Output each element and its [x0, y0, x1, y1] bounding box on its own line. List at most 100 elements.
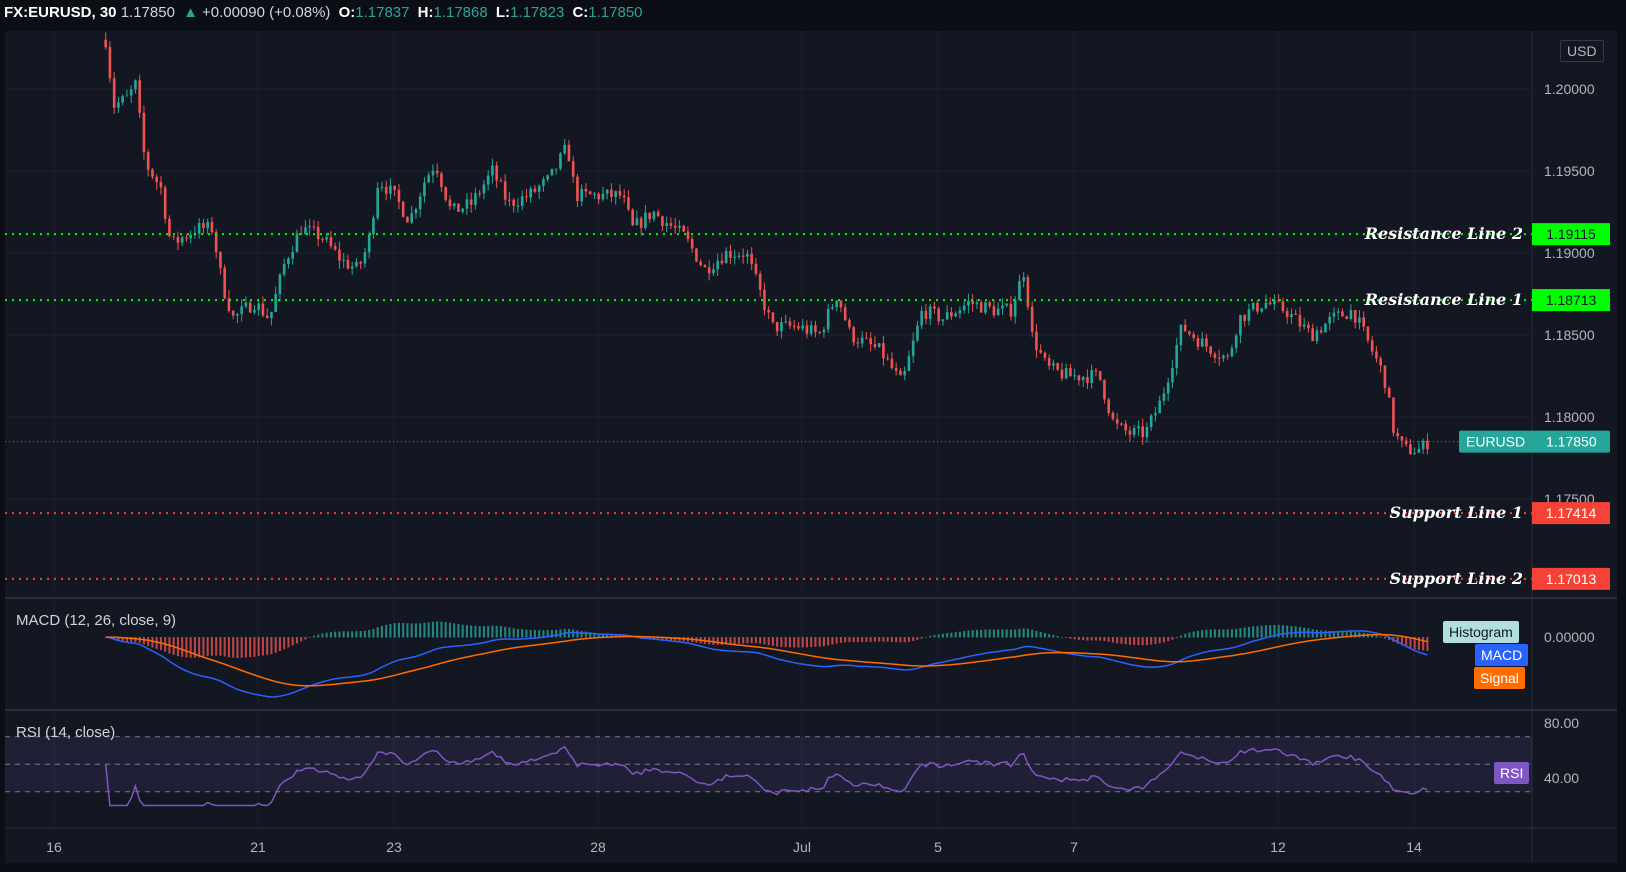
candle	[248, 302, 252, 313]
histogram-bar	[1179, 635, 1182, 638]
candle	[958, 310, 962, 314]
candle	[1319, 330, 1323, 333]
candle	[741, 255, 745, 257]
histogram-bar	[797, 637, 800, 648]
histogram-bar	[899, 637, 902, 643]
level-label: Resistance Line 2	[1364, 224, 1523, 243]
histogram-bar	[181, 637, 184, 657]
currency-button[interactable]: USD	[1560, 40, 1604, 62]
histogram-bar	[1417, 637, 1420, 650]
histogram-bar	[151, 637, 154, 648]
histogram-bar	[992, 629, 995, 638]
candle	[890, 358, 894, 369]
candle	[287, 258, 290, 264]
candle	[941, 319, 945, 322]
histogram-bar	[1133, 637, 1136, 645]
histogram-bar	[712, 637, 715, 645]
histogram-bar	[852, 637, 855, 643]
macd-axis-label: 0.00000	[1544, 629, 1595, 645]
histogram-bar	[975, 629, 978, 638]
candle	[831, 307, 834, 309]
histogram-bar	[750, 637, 753, 644]
histogram-bar	[924, 637, 927, 638]
candle	[1132, 428, 1136, 435]
histogram-bar	[1158, 637, 1161, 644]
histogram-bar	[1039, 631, 1042, 638]
candle	[346, 259, 350, 269]
candle	[860, 337, 864, 344]
candle	[699, 261, 702, 265]
histogram-bar	[538, 630, 541, 638]
histogram-bar	[1209, 629, 1212, 638]
histogram-bar	[529, 629, 532, 638]
candle	[482, 184, 486, 194]
candle	[440, 173, 443, 188]
rsi-title[interactable]: RSI (14, close)	[16, 724, 116, 741]
histogram-bar	[1371, 634, 1374, 638]
histogram-bar	[198, 637, 201, 658]
candle	[427, 175, 430, 183]
histogram-bar	[359, 631, 362, 638]
histogram-bar	[266, 637, 269, 655]
candle	[848, 320, 851, 328]
price-axis-label: 1.18000	[1544, 409, 1595, 425]
macd-title[interactable]: MACD (12, 26, close, 9)	[16, 612, 177, 629]
histogram-bar	[1056, 635, 1059, 638]
candle	[1120, 423, 1123, 425]
histogram-bar	[249, 637, 252, 658]
candle	[355, 262, 358, 267]
candle	[605, 189, 609, 194]
histogram-bar	[1281, 625, 1284, 638]
histogram-bar	[669, 637, 672, 641]
histogram-bar	[1426, 637, 1429, 651]
histogram-bar	[1171, 637, 1174, 640]
candle	[954, 313, 957, 317]
rsi-line	[104, 745, 1428, 807]
histogram-bar	[839, 637, 842, 643]
level-label: Support Line 1	[1390, 503, 1523, 522]
candle	[567, 144, 571, 162]
symbol-label[interactable]: FX:EURUSD, 30	[4, 4, 117, 21]
histogram-bar	[1065, 637, 1068, 639]
time-axis-label: Jul	[793, 839, 811, 855]
histogram-bar	[580, 630, 583, 638]
candle	[117, 102, 120, 108]
candle	[1222, 355, 1225, 359]
histogram-bar	[801, 637, 804, 648]
candle	[1022, 277, 1025, 282]
histogram-bar	[308, 637, 311, 638]
time-axis-label: 23	[386, 839, 402, 855]
histogram-bar	[822, 637, 825, 647]
histogram-bar	[457, 624, 460, 638]
candle	[1426, 440, 1429, 450]
candle	[333, 246, 337, 250]
histogram-bar	[890, 637, 893, 642]
histogram-bar	[474, 625, 477, 638]
histogram-bar	[257, 637, 260, 656]
histogram-bar	[856, 637, 859, 643]
candle	[512, 199, 515, 206]
histogram-bar	[444, 622, 447, 638]
candle	[1273, 299, 1276, 305]
candle	[792, 325, 796, 327]
histogram-bar	[278, 637, 281, 652]
candle	[112, 78, 116, 108]
candle	[580, 188, 583, 202]
price-axis-label: 1.18500	[1544, 327, 1595, 343]
histogram-bar	[1388, 637, 1391, 640]
candle	[1013, 300, 1017, 317]
candle	[924, 310, 928, 319]
candle	[1298, 314, 1302, 327]
candle	[1064, 368, 1068, 379]
candle	[338, 249, 341, 261]
candle	[1277, 299, 1280, 302]
candle	[172, 236, 175, 238]
candle	[1137, 426, 1140, 429]
level-price-value: 1.18713	[1546, 292, 1597, 308]
low-value: 1.17823	[510, 4, 565, 21]
candle	[384, 186, 388, 194]
candle	[1366, 326, 1370, 341]
histogram-bar	[835, 637, 838, 644]
histogram-bar	[1243, 627, 1246, 638]
